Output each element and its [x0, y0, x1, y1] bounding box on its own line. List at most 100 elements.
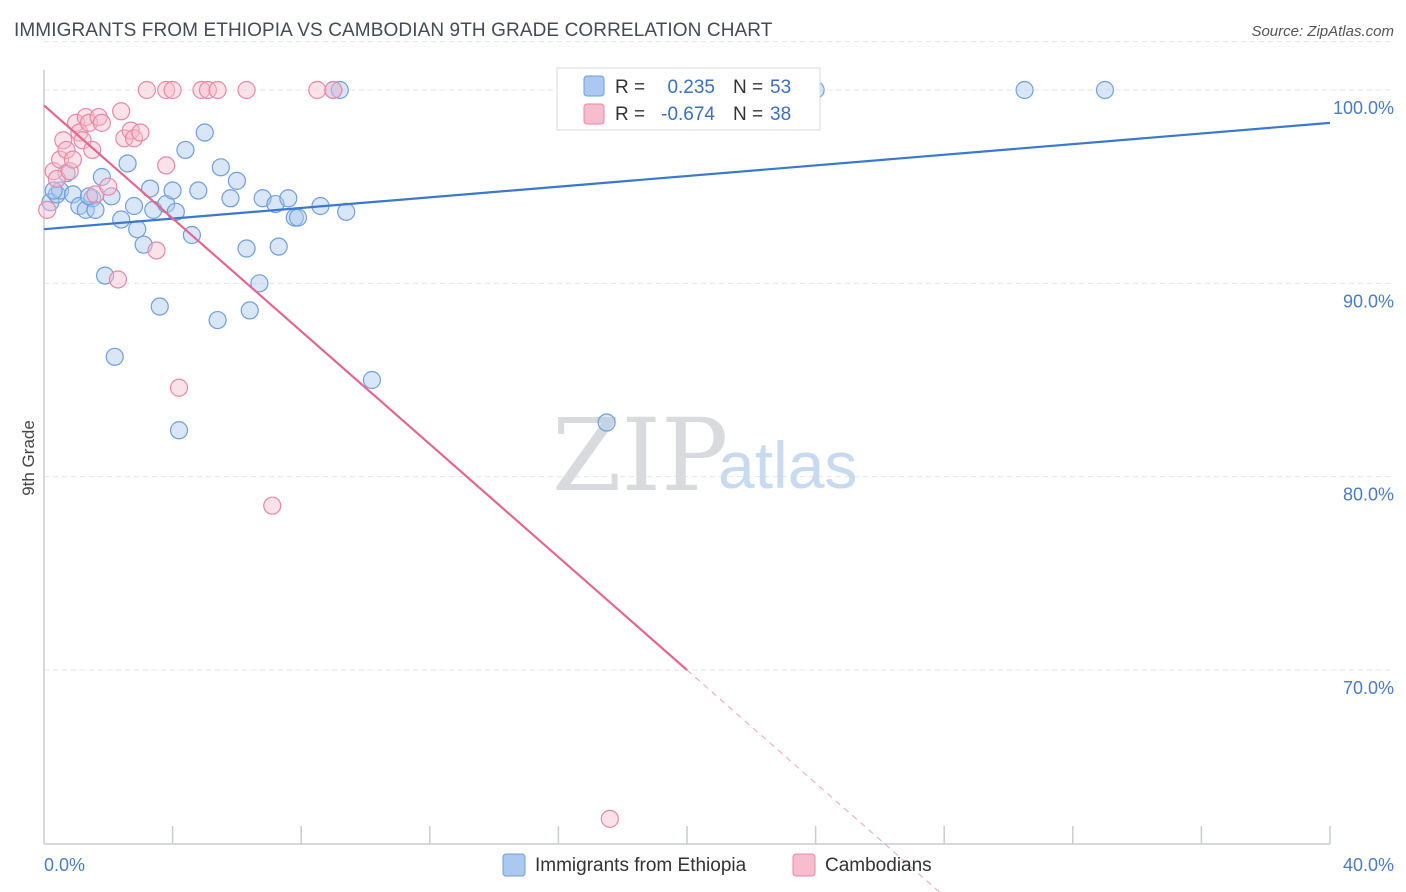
y-tick-label: 80.0% — [1343, 485, 1394, 505]
point-cambodians — [76, 107, 95, 127]
point-cambodians — [89, 107, 108, 127]
point-ethiopia — [227, 171, 246, 190]
point-ethiopia — [63, 185, 83, 204]
x-ticks — [171, 826, 1331, 844]
point-cambodians — [99, 177, 118, 196]
point-ethiopia — [92, 167, 111, 187]
point-ethiopia — [169, 421, 189, 440]
point-cambodians — [57, 140, 76, 160]
point-cambodians — [324, 80, 343, 100]
legend-n-label-cambodians: N = — [733, 104, 763, 125]
point-cambodians — [169, 378, 189, 397]
point-ethiopia — [237, 239, 256, 258]
watermark-zip: ZIP — [552, 397, 728, 514]
point-cambodians — [63, 150, 83, 169]
legend-n-label-ethiopia: N = — [733, 77, 763, 98]
point-ethiopia — [279, 189, 298, 208]
point-ethiopia — [221, 189, 240, 208]
chart-title: IMMIGRANTS FROM ETHIOPIA VS CAMBODIAN 9T… — [14, 20, 773, 41]
point-ethiopia — [105, 347, 124, 366]
point-cambodians — [112, 102, 131, 121]
point-cambodians — [600, 809, 619, 828]
point-cambodians — [208, 80, 227, 100]
point-ethiopia — [44, 181, 63, 200]
point-ethiopia — [195, 123, 214, 142]
point-cambodians — [79, 113, 99, 132]
legend-n-value-ethiopia: 53 — [770, 77, 791, 98]
point-ethiopia — [330, 80, 349, 100]
point-ethiopia — [1095, 80, 1115, 100]
data-points — [38, 80, 1115, 828]
grid-lines — [44, 41, 1394, 671]
point-cambodians — [38, 200, 57, 219]
point-cambodians — [50, 150, 70, 169]
y-tick-label: 90.0% — [1343, 291, 1394, 311]
point-cambodians — [308, 80, 327, 100]
point-cambodians — [54, 131, 73, 150]
point-ethiopia — [76, 200, 95, 219]
series-legend-label-ethiopia: Immigrants from Ethiopia — [535, 855, 747, 876]
x-tick-label-max: 40.0% — [1343, 855, 1394, 875]
point-cambodians — [108, 270, 128, 289]
legend-r-value-ethiopia: 0.235 — [667, 77, 715, 98]
trend-extension-cambodians — [686, 669, 941, 892]
x-tick-label-min: 0.0% — [44, 855, 85, 875]
point-ethiopia — [102, 187, 121, 206]
point-cambodians — [157, 80, 176, 100]
trend-line-cambodians — [43, 104, 688, 671]
point-ethiopia — [211, 158, 230, 177]
point-ethiopia — [1015, 80, 1034, 100]
trend-line-ethiopia — [43, 121, 1331, 231]
watermark-atlas: atlas — [718, 428, 857, 502]
point-ethiopia — [269, 237, 288, 256]
point-cambodians — [192, 80, 211, 100]
point-ethiopia — [150, 297, 169, 316]
point-ethiopia — [118, 154, 137, 173]
point-ethiopia — [250, 274, 269, 293]
watermark: ZIP atlas — [552, 397, 857, 514]
stats-legend: R = 0.235 N = 53 R = -0.674 N = 38 — [556, 67, 821, 131]
point-cambodians — [157, 156, 176, 175]
point-cambodians — [67, 113, 86, 132]
legend-r-value-cambodians: -0.674 — [661, 104, 715, 125]
series-legend: Immigrants from Ethiopia Cambodians — [502, 853, 932, 877]
source-label: Source: ZipAtlas.com — [1251, 23, 1394, 40]
point-ethiopia — [240, 301, 259, 320]
y-tick-labels: 70.0% 80.0% 90.0% 100.0% — [1333, 98, 1394, 698]
y-tick-label: 70.0% — [1343, 678, 1394, 698]
legend-r-label-ethiopia: R = — [615, 77, 645, 98]
point-ethiopia — [79, 187, 99, 206]
legend-n-value-cambodians: 38 — [770, 104, 791, 125]
series-legend-swatch-cambodians — [792, 853, 816, 877]
point-cambodians — [263, 496, 282, 515]
point-ethiopia — [288, 208, 308, 227]
point-ethiopia — [208, 310, 227, 330]
point-cambodians — [147, 241, 166, 260]
point-cambodians — [92, 113, 111, 132]
y-tick-label: 100.0% — [1333, 98, 1394, 118]
point-cambodians — [163, 80, 182, 100]
point-ethiopia — [112, 210, 131, 229]
point-cambodians — [137, 80, 156, 100]
point-ethiopia — [176, 140, 195, 160]
point-ethiopia — [337, 202, 356, 221]
legend-swatch-ethiopia — [583, 75, 605, 97]
point-ethiopia — [189, 181, 208, 200]
point-cambodians — [198, 80, 218, 100]
point-cambodians — [60, 162, 79, 181]
y-axis-label: 9th Grade — [19, 420, 38, 496]
point-ethiopia — [140, 179, 160, 198]
legend-swatch-cambodians — [583, 103, 605, 125]
point-cambodians — [131, 123, 150, 142]
point-cambodians — [237, 80, 256, 100]
point-ethiopia — [124, 196, 144, 216]
series-legend-label-cambodians: Cambodians — [825, 855, 932, 876]
point-ethiopia — [128, 220, 147, 239]
series-legend-swatch-ethiopia — [502, 853, 526, 877]
point-cambodians — [83, 140, 102, 160]
point-ethiopia — [362, 370, 382, 390]
trend-lines — [43, 104, 1331, 892]
point-ethiopia — [597, 413, 616, 432]
point-ethiopia — [163, 181, 182, 200]
